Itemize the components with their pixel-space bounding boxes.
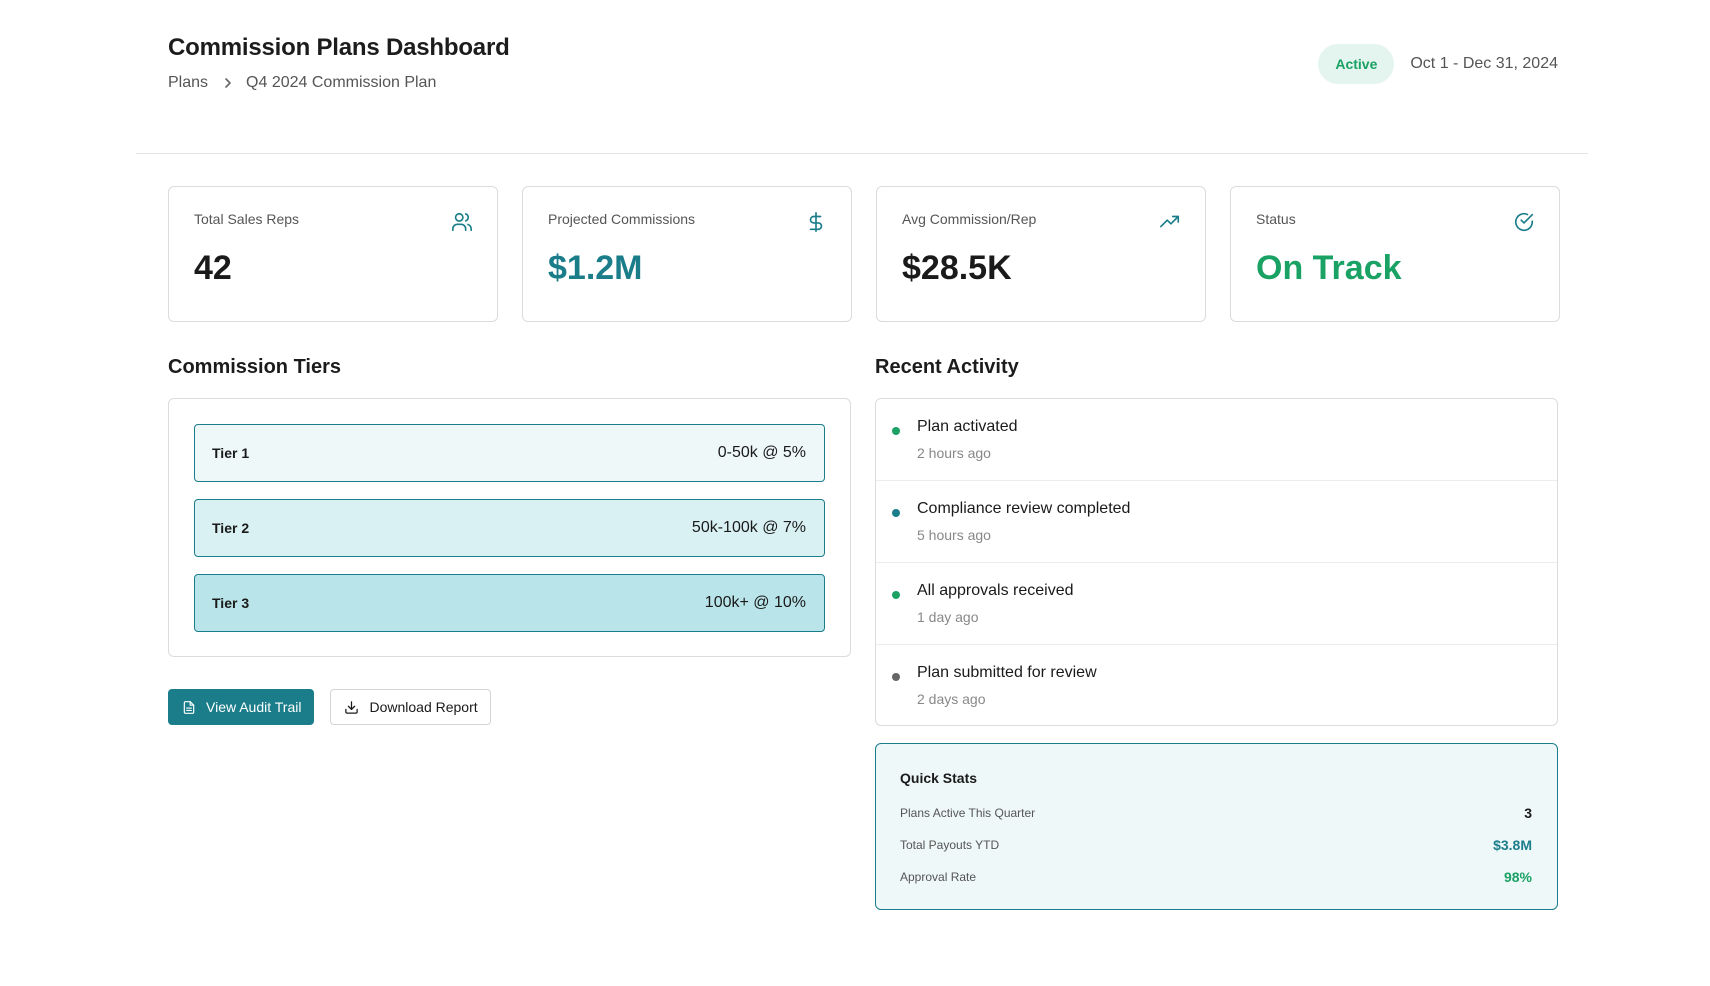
tier-range: 50k-100k @ 7% [691, 519, 806, 536]
tier-row: Tier 3 100k+ @ 10% [194, 574, 825, 632]
quick-stats-title: Quick Stats [900, 770, 978, 786]
tier-name: Tier 2 [212, 520, 250, 536]
check-circle-icon [1513, 211, 1535, 233]
tier-row: Tier 2 50k-100k @ 7% [194, 499, 825, 557]
activity-status-dot [892, 509, 900, 517]
recent-activity-title: Recent Activity [875, 356, 1019, 378]
page-title: Commission Plans Dashboard [168, 34, 510, 61]
quick-stat-label: Plans Active This Quarter [900, 806, 1036, 820]
header-meta: Active Oct 1 - Dec 31, 2024 [1318, 44, 1558, 84]
tier-name: Tier 3 [212, 595, 250, 611]
stat-card-status: Status On Track [1230, 186, 1560, 322]
quick-stat-value: $3.8M [1493, 837, 1532, 853]
tier-range: 0-50k @ 5% [717, 444, 806, 461]
stat-label: Projected Commissions [548, 211, 696, 227]
recent-activity-panel: Plan activated 2 hours ago Compliance re… [875, 398, 1558, 726]
dollar-icon [805, 211, 827, 233]
breadcrumb: Plans Q4 2024 Commission Plan [168, 74, 1558, 92]
stat-card-total-sales-reps: Total Sales Reps 42 [168, 186, 498, 322]
chevron-right-icon [222, 77, 234, 89]
list-item: All approvals received 1 day ago [876, 563, 1557, 645]
stat-value: On Track [1256, 249, 1402, 287]
activity-status-dot [892, 591, 900, 599]
activity-title: All approvals received [917, 582, 1074, 599]
date-range: Oct 1 - Dec 31, 2024 [1410, 55, 1558, 72]
list-item: Plan activated 2 hours ago [876, 399, 1557, 481]
tier-range: 100k+ @ 10% [704, 594, 806, 611]
commission-tiers-panel: Tier 1 0-50k @ 5% Tier 2 50k-100k @ 7% T… [168, 398, 851, 657]
activity-status-dot [892, 427, 900, 435]
trending-up-icon [1159, 211, 1181, 233]
stat-card-avg-commission: Avg Commission/Rep $28.5K [876, 186, 1206, 322]
download-report-button[interactable]: Download Report [330, 689, 491, 725]
activity-title: Compliance review completed [917, 500, 1131, 517]
stat-cards: Total Sales Reps 42 Projected Commission… [168, 186, 1560, 322]
header-divider [136, 153, 1588, 154]
users-icon [451, 211, 473, 233]
stat-value: $1.2M [548, 249, 643, 287]
action-buttons: View Audit Trail Download Report [168, 689, 491, 725]
stat-label: Status [1256, 211, 1296, 227]
quick-stats-panel: Quick Stats Plans Active This Quarter 3 … [875, 743, 1558, 910]
header: Commission Plans Dashboard Plans Q4 2024… [168, 34, 1558, 94]
quick-stat-row: Approval Rate 98% [900, 861, 1532, 893]
tier-row: Tier 1 0-50k @ 5% [194, 424, 825, 482]
quick-stat-row: Plans Active This Quarter 3 [900, 797, 1532, 829]
quick-stat-row: Total Payouts YTD $3.8M [900, 829, 1532, 861]
tier-name: Tier 1 [212, 445, 250, 461]
stat-label: Avg Commission/Rep [902, 211, 1037, 227]
stat-value: 42 [194, 249, 232, 287]
activity-time: 2 hours ago [917, 445, 991, 461]
quick-stat-label: Total Payouts YTD [900, 838, 1000, 852]
document-icon [183, 700, 195, 714]
quick-stat-label: Approval Rate [900, 870, 977, 884]
status-badge: Active [1318, 44, 1395, 84]
quick-stat-value: 3 [1524, 805, 1532, 821]
activity-title: Plan submitted for review [917, 664, 1097, 681]
activity-title: Plan activated [917, 418, 1018, 435]
list-item: Compliance review completed 5 hours ago [876, 481, 1557, 563]
breadcrumb-plans-link[interactable]: Plans [168, 74, 209, 91]
activity-time: 5 hours ago [917, 527, 991, 543]
view-audit-trail-button[interactable]: View Audit Trail [168, 689, 315, 725]
breadcrumb-current: Q4 2024 Commission Plan [246, 74, 437, 91]
activity-status-dot [892, 673, 900, 681]
commission-tiers-title: Commission Tiers [168, 356, 342, 378]
stat-value: $28.5K [902, 249, 1012, 287]
stat-card-projected-commissions: Projected Commissions $1.2M [522, 186, 852, 322]
activity-time: 2 days ago [917, 691, 986, 707]
download-report-label: Download Report [369, 699, 478, 715]
activity-time: 1 day ago [917, 609, 979, 625]
view-audit-trail-label: View Audit Trail [206, 699, 302, 715]
list-item: Plan submitted for review 2 days ago [876, 645, 1557, 725]
quick-stat-value: 98% [1503, 869, 1532, 885]
download-icon [345, 700, 359, 714]
stat-label: Total Sales Reps [194, 211, 300, 227]
